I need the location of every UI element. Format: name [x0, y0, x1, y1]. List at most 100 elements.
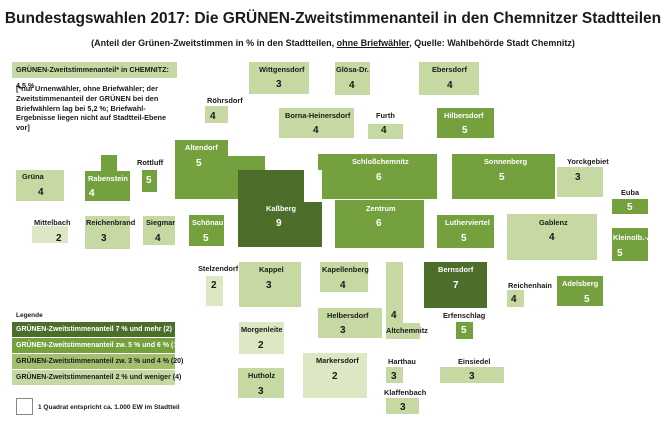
district-sonnenberg — [452, 154, 555, 199]
district-value: 5 — [584, 294, 590, 305]
district-label: Lutherviertel — [445, 218, 490, 227]
legend-item-2-less: GRÜNEN-Zweitstimmenanteil 2 % und wenige… — [12, 370, 181, 385]
district-siegmar — [143, 216, 175, 245]
district-value: 9 — [276, 218, 282, 229]
district-value: 2 — [56, 233, 62, 244]
district-label: Schloßchemnitz — [352, 157, 409, 166]
district-ebersdorf — [419, 62, 479, 95]
district-value: 6 — [376, 218, 382, 229]
district-label: Yorckgebiet — [567, 157, 609, 166]
district-value: 4 — [313, 125, 319, 136]
district-label: Kapellenberg — [322, 265, 369, 274]
district-label: Borna-Heinersdorf — [285, 111, 351, 120]
district-harthau — [386, 367, 403, 383]
district-value: 6 — [376, 172, 382, 183]
district-bernsdorf — [424, 262, 487, 308]
district-label: Rottluff — [137, 158, 164, 167]
district-value: 5 — [617, 248, 623, 259]
legend-item-5-6: GRÜNEN-Zweitstimmenanteil zw. 5 % und 6 … — [12, 338, 183, 353]
district-value: 5 — [627, 202, 633, 213]
district-label: Hutholz — [248, 371, 276, 380]
district-stelzendorf — [206, 276, 223, 306]
district-label: Morgenleite — [241, 325, 283, 334]
district-label: Altendorf — [185, 143, 218, 152]
district-label: Kappel — [259, 265, 284, 274]
district-value: 5 — [146, 175, 152, 186]
district-value: 3 — [101, 233, 107, 244]
district-value: 5 — [203, 233, 209, 244]
district-schlosschemnitz — [318, 154, 437, 199]
district-label: Markersdorf — [316, 356, 359, 365]
district-reichenhain — [507, 290, 524, 307]
district-value: 3 — [276, 79, 282, 90]
district-altchemnitz — [386, 262, 403, 323]
page-subtitle: (Anteil der Grünen-Zweitstimmen in % in … — [91, 38, 575, 48]
district-reichenbrand — [85, 216, 130, 249]
city-share-box: GRÜNEN-Zweitstimmenanteil* in CHEMNITZ: … — [12, 62, 177, 90]
district-label: Reichenhain — [508, 281, 552, 290]
district-mittelbach — [32, 226, 68, 243]
district-rabenstein — [85, 171, 130, 201]
district-yorckgebiet — [557, 167, 603, 197]
district-kappel — [239, 262, 301, 307]
district-value: 3 — [391, 371, 397, 382]
district-label: Ebersdorf — [432, 65, 467, 74]
scale-note: 1 Quadrat entspricht ca. 1.000 EW im Sta… — [38, 404, 180, 411]
district-label: Siegmar — [146, 218, 176, 227]
district-value: 4 — [549, 232, 555, 243]
district-value: 5 — [461, 233, 467, 244]
district-gablenz — [507, 214, 597, 260]
district-kleinolbersdorf — [612, 228, 648, 261]
district-erfenschlag — [456, 322, 473, 339]
district-value: 4 — [447, 80, 453, 91]
district-label: Harthau — [388, 357, 416, 366]
district-gloesa — [335, 62, 370, 95]
district-label: Rabenstein — [88, 174, 128, 183]
district-hilbersdorf — [437, 108, 494, 138]
district-label: Kaßberg — [266, 204, 296, 213]
district-value: 4 — [391, 310, 397, 321]
district-label: Röhrsdorf — [207, 96, 243, 105]
district-value: 3 — [469, 371, 475, 382]
district-label: Furth — [376, 111, 395, 120]
district-hutholz — [238, 368, 284, 398]
district-label: Reichenbrand — [86, 218, 136, 227]
district-label: Einsiedel — [458, 357, 491, 366]
district-label: Erfenschlag — [443, 311, 486, 320]
district-label: Hilbersdorf — [444, 111, 484, 120]
district-zentrum — [335, 200, 424, 248]
district-schoenau — [189, 215, 224, 246]
district-label: Mittelbach — [34, 218, 71, 227]
district-label: Sonnenberg — [484, 157, 528, 166]
district-value: 4 — [349, 80, 355, 91]
district-rottluff — [142, 170, 157, 192]
page-title: Bundestagswahlen 2017: Die GRÜNEN-Zweits… — [4, 10, 662, 27]
district-value: 4 — [381, 125, 387, 136]
district-value: 2 — [258, 340, 264, 351]
district-value: 3 — [258, 386, 264, 397]
district-wittgensdorf — [249, 62, 309, 94]
district-label: Altchemnitz — [386, 326, 428, 335]
district-label: Helbersdorf — [327, 311, 369, 320]
legend-title: Legende — [16, 312, 43, 319]
district-value: 5 — [461, 325, 467, 336]
district-gruena — [16, 170, 64, 201]
district-value: 3 — [340, 325, 346, 336]
legend-item-3-4: GRÜNEN-Zweitstimmenanteil zw. 3 % und 4 … — [12, 354, 183, 369]
district-value: 4 — [155, 233, 161, 244]
district-euba — [612, 199, 648, 214]
district-value: 4 — [511, 294, 517, 305]
district-value: 4 — [340, 280, 346, 291]
district-label: Stelzendorf — [198, 264, 239, 273]
district-morgenleite — [239, 322, 284, 354]
district-label: Zentrum — [366, 204, 396, 213]
district-value: 3 — [266, 280, 272, 291]
district-rabenstein-top — [101, 155, 117, 171]
district-value: 4 — [89, 188, 95, 199]
district-label: Wittgensdorf — [259, 65, 305, 74]
district-altendorf-gap — [228, 140, 265, 156]
district-helbersdorf — [318, 308, 382, 338]
legend-item-7-plus: GRÜNEN-Zweitstimmenanteil 7 % und mehr (… — [12, 322, 175, 337]
district-klaffenbach — [386, 398, 419, 414]
district-adelsberg — [557, 276, 603, 306]
